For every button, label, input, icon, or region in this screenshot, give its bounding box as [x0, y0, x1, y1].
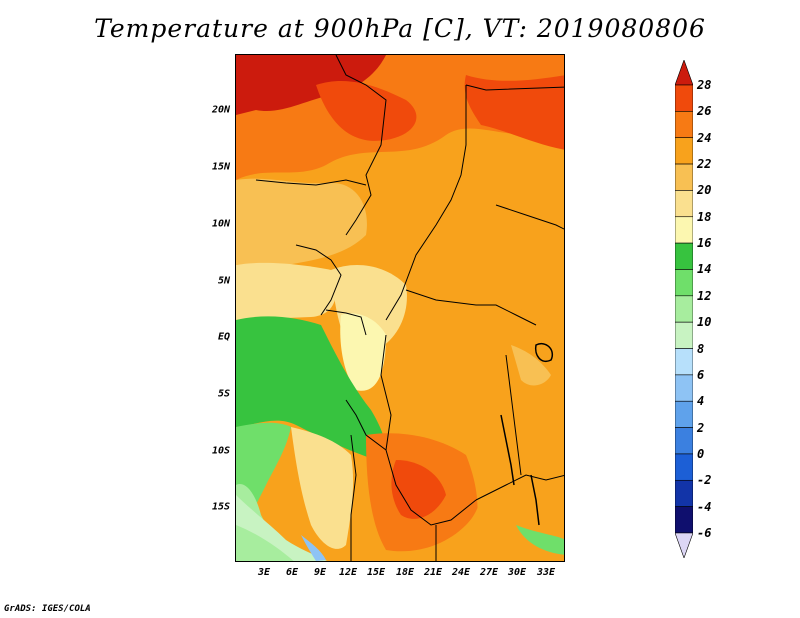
temp-zone-se-green — [516, 525, 564, 555]
lat-label-5n: 5N — [217, 275, 230, 287]
lat-label-20n: 20N — [211, 104, 230, 116]
lon-label-24e: 24E — [451, 567, 471, 578]
colorbar-label: 14 — [697, 262, 712, 277]
lon-label-27e: 27E — [479, 567, 499, 578]
colorbar-segment — [675, 506, 693, 534]
colorbar-segment — [675, 163, 693, 191]
grads-credit: GrADS: IGES/COLA — [4, 604, 91, 614]
temp-zone-gulf-light — [236, 262, 336, 320]
colorbar-segment — [675, 216, 693, 244]
temp-zone-northeast-hot — [464, 75, 564, 150]
colorbar-segment — [675, 84, 693, 112]
colorbar-label: 2 — [697, 420, 705, 435]
colorbar-label: 28 — [697, 78, 712, 92]
border-line — [345, 399, 387, 451]
colorbar-label: 16 — [697, 236, 712, 251]
colorbar-label: -2 — [697, 473, 712, 488]
lon-label-21e: 21E — [423, 567, 443, 578]
lat-label-5s: 5S — [217, 388, 230, 400]
colorbar-label: 10 — [697, 315, 712, 330]
lat-label-10n: 10N — [211, 218, 230, 230]
temp-zone-north-mid — [316, 80, 417, 141]
temp-zone-ocean-blue — [301, 535, 326, 561]
lon-label-9e: 9E — [313, 567, 327, 578]
lat-label-eq: EQ — [217, 331, 230, 343]
border-line — [335, 55, 387, 236]
lon-label-3e: 3E — [257, 567, 271, 578]
colorbar-segment — [675, 137, 693, 165]
chart-title: Temperature at 900hPa [C], VT: 201908080… — [94, 14, 706, 43]
colorbar-label: 18 — [697, 209, 712, 224]
temp-zone-ocean-palegreen — [236, 484, 295, 561]
colorbar-segment — [675, 479, 693, 507]
border-line — [255, 179, 367, 186]
temp-zone-sahel-pale — [236, 178, 367, 266]
colorbar-segment — [675, 427, 693, 455]
colorbar-segment — [675, 190, 693, 218]
lat-label-15s: 15S — [211, 501, 230, 513]
colorbar-label: 12 — [697, 288, 712, 303]
lat-label-10s: 10S — [211, 445, 230, 457]
temperature-map — [235, 54, 565, 562]
border-line — [385, 85, 467, 321]
colorbar-label: 26 — [697, 104, 712, 119]
temp-zone-south-hottest — [391, 460, 446, 519]
colorbar-label: 22 — [697, 157, 712, 172]
colorbar-label: 20 — [697, 183, 712, 198]
colorbar-bottom-triangle — [675, 532, 693, 558]
colorbar-label: 8 — [697, 341, 705, 356]
border-line — [465, 84, 564, 91]
lon-label-18e: 18E — [395, 567, 415, 578]
lake-tanganyika — [500, 414, 515, 486]
border-line — [380, 334, 477, 526]
colorbar-label: 6 — [697, 367, 705, 382]
lon-label-6e: 6E — [285, 567, 299, 578]
lon-label-30e: 30E — [507, 567, 527, 578]
lake-malawi — [530, 474, 540, 526]
lon-label-12e: 12E — [338, 567, 358, 578]
temp-zone-ocean-cyan — [236, 495, 328, 561]
border-line — [295, 244, 342, 316]
colorbar-label: 0 — [697, 446, 705, 461]
border-line — [495, 204, 564, 230]
colorbar-label: -6 — [697, 526, 712, 540]
lat-label-15n: 15N — [211, 161, 230, 173]
border-line — [405, 289, 537, 326]
colorbar-label: 4 — [697, 394, 705, 409]
border-line — [325, 309, 367, 336]
lon-label-15e: 15E — [366, 567, 386, 578]
colorbar-segment — [675, 242, 693, 270]
temp-zone-congo-pale — [340, 313, 386, 391]
colorbar-segment — [675, 453, 693, 481]
temp-zone-ocean-green — [236, 316, 386, 460]
temp-zone-angola-pale — [291, 427, 354, 549]
colorbar-segment — [675, 321, 693, 349]
colorbar-segment — [675, 295, 693, 323]
border-line — [350, 434, 357, 561]
temp-zone-east-pale — [511, 345, 551, 386]
colorbar-segment — [675, 400, 693, 428]
colorbar-segment — [675, 348, 693, 376]
lakes — [500, 343, 553, 526]
lake-victoria — [534, 343, 553, 362]
colorbar-segment — [675, 374, 693, 402]
temp-zone-north-hottest — [236, 55, 386, 115]
border-line — [505, 354, 522, 476]
colorbar-segment — [675, 269, 693, 297]
colorbar-label: 24 — [697, 130, 712, 145]
colorbar-label: -4 — [697, 499, 712, 514]
lon-label-33e: 33E — [536, 567, 556, 578]
colorbar-top-triangle — [675, 60, 693, 86]
border-line — [475, 474, 564, 501]
colorbar-segment — [675, 111, 693, 138]
country-borders — [255, 55, 564, 561]
colorbar — [675, 60, 693, 558]
